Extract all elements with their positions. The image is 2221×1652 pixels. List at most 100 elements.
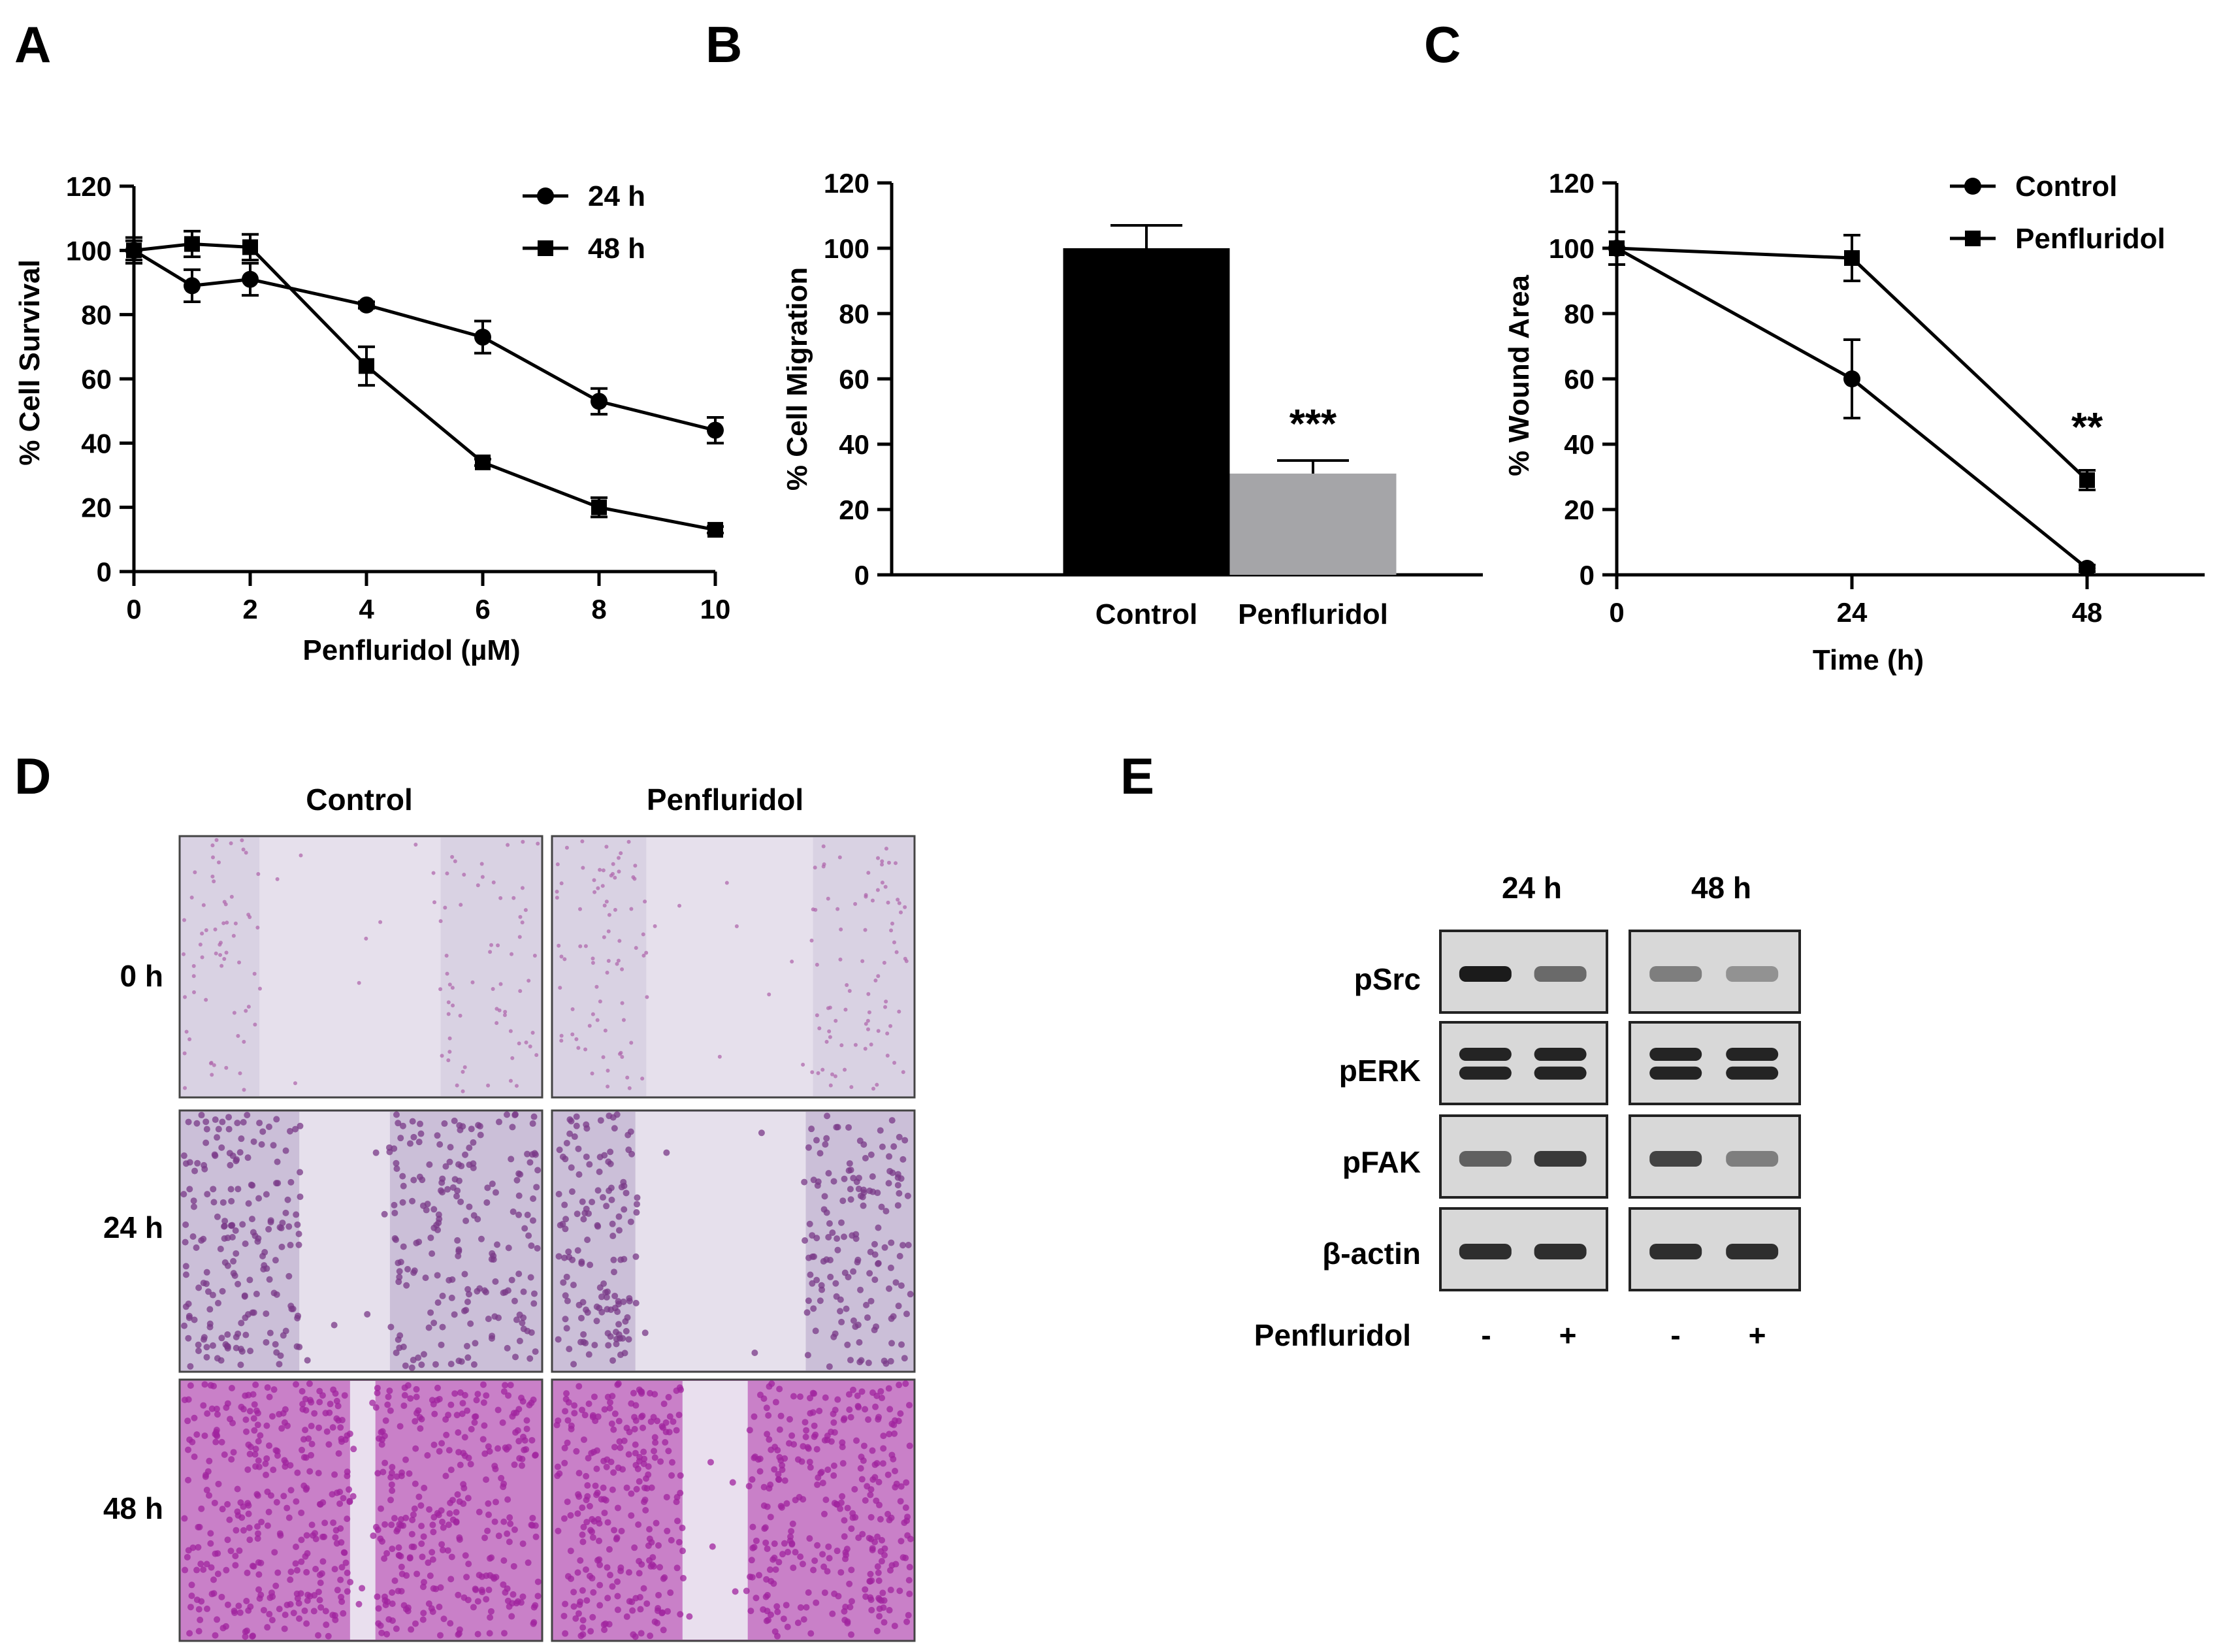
cell	[906, 1591, 913, 1598]
cell	[888, 1117, 896, 1124]
cell	[223, 1566, 230, 1574]
cell	[670, 1418, 677, 1425]
cell	[267, 1218, 274, 1225]
cell	[528, 1436, 536, 1444]
cell	[596, 1602, 604, 1609]
cell	[282, 1209, 289, 1216]
cell	[837, 855, 842, 860]
cell	[853, 1043, 858, 1047]
cell	[203, 1269, 210, 1276]
cell	[800, 1616, 807, 1623]
cell	[767, 992, 771, 997]
cell	[633, 1485, 640, 1493]
micrograph-2-1	[551, 1378, 916, 1642]
cell	[529, 1217, 536, 1224]
cell	[306, 1593, 314, 1600]
cell	[905, 1577, 913, 1584]
cell	[255, 1571, 263, 1578]
y-tick-label: 40	[81, 428, 112, 459]
cell	[230, 1270, 237, 1277]
cell	[815, 1013, 819, 1018]
cell	[571, 1410, 578, 1417]
cell	[302, 1427, 309, 1434]
cell	[532, 1602, 539, 1609]
cell	[666, 1413, 673, 1420]
cell	[257, 986, 262, 991]
cell	[193, 1566, 201, 1574]
cell	[820, 1206, 828, 1213]
cell	[293, 1544, 300, 1551]
cell	[476, 1123, 483, 1130]
cell	[651, 1434, 658, 1441]
cell	[610, 1256, 617, 1263]
cell	[470, 1212, 478, 1219]
blot-band	[1459, 1151, 1512, 1167]
cell	[632, 1450, 639, 1457]
cell	[223, 902, 228, 907]
cell	[470, 1139, 477, 1146]
cell	[833, 1074, 837, 1078]
cell	[389, 1589, 396, 1596]
cell	[869, 1476, 877, 1483]
cell	[201, 1381, 208, 1388]
cell	[813, 866, 817, 870]
cell	[195, 1347, 202, 1354]
cell	[415, 1239, 423, 1246]
cell	[188, 1581, 195, 1589]
cell	[867, 1010, 871, 1014]
cell	[877, 1388, 884, 1395]
cell	[751, 1544, 758, 1551]
cell	[860, 1202, 867, 1209]
cell	[508, 1078, 513, 1083]
cell	[607, 1148, 614, 1156]
cell	[614, 1578, 621, 1585]
cell	[892, 1060, 897, 1065]
cell	[834, 1246, 841, 1254]
cell	[813, 1137, 820, 1144]
cell	[436, 1448, 443, 1455]
cell	[284, 1504, 291, 1512]
cell	[790, 1564, 797, 1572]
cell	[408, 1626, 415, 1633]
cell	[398, 1563, 405, 1570]
cell	[585, 1351, 592, 1358]
cell	[308, 1423, 315, 1430]
cell	[282, 1147, 289, 1154]
cell	[642, 1507, 649, 1514]
cell	[465, 1454, 472, 1461]
cell	[617, 1256, 624, 1263]
cell	[613, 1340, 620, 1348]
cell	[616, 1438, 623, 1445]
cell	[609, 1486, 616, 1493]
cell	[748, 1557, 755, 1564]
cell	[246, 913, 251, 917]
cell	[570, 1282, 577, 1289]
cell	[287, 1576, 294, 1583]
cell	[615, 1417, 623, 1425]
cell	[517, 1041, 521, 1046]
cell	[410, 1544, 417, 1551]
cell	[457, 1461, 464, 1468]
cell	[617, 1052, 622, 1056]
cell	[485, 1500, 492, 1507]
cell	[562, 1630, 569, 1637]
cell	[189, 1544, 197, 1551]
cell	[602, 935, 606, 939]
cell	[432, 1361, 439, 1368]
cell	[266, 1442, 273, 1450]
cell	[340, 1610, 347, 1617]
cell	[840, 1416, 847, 1423]
cell	[845, 1124, 852, 1131]
cell	[214, 1213, 221, 1220]
cell	[640, 1585, 647, 1592]
cell	[393, 1473, 400, 1480]
cell	[843, 1067, 847, 1072]
cell	[215, 1126, 222, 1133]
cell	[515, 1192, 523, 1199]
cell	[848, 1598, 855, 1605]
cell	[421, 1484, 428, 1491]
cell	[807, 1630, 815, 1637]
cell	[197, 1561, 204, 1568]
cell	[594, 984, 599, 989]
cell	[490, 1252, 497, 1259]
